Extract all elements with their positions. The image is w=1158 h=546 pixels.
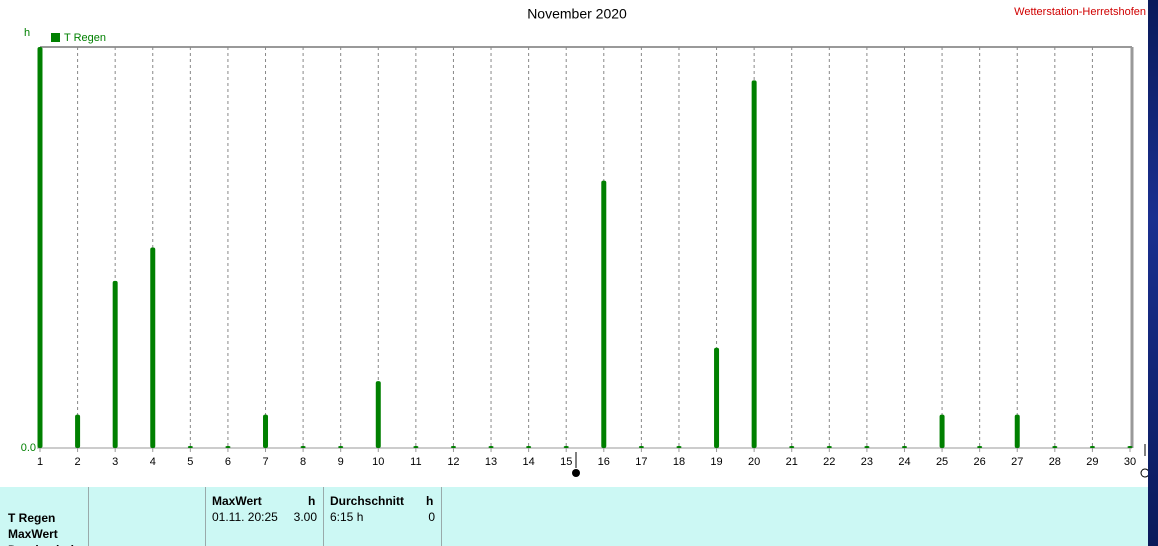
bar [826,446,832,448]
x-tick-label: 2 [75,456,81,468]
x-tick-label: 9 [338,456,344,468]
x-tick-label: 17 [635,456,647,468]
column-unit: h [308,494,316,508]
cell-text: 6:15 h [330,510,364,524]
bar [1127,446,1133,448]
x-tick-label: 11 [410,456,421,468]
bar [563,446,569,448]
bar [714,347,720,448]
bar [601,180,607,448]
source: Wetterstation-Herretshofen [1014,6,1146,18]
x-tick-label: 12 [447,456,459,468]
x-tick-label: 15 [560,456,572,468]
bar [263,414,269,448]
y-tick-label: 0.0 [21,442,36,454]
bar [450,446,456,448]
bar [751,80,757,449]
bar [1089,446,1095,448]
bar [789,446,795,448]
bar [300,446,306,448]
x-tick-label: 23 [861,456,873,468]
cell-value: 0 [428,510,435,524]
x-tick-label: 6 [225,456,231,468]
column-divider [323,487,324,546]
row-label: T Regen [8,511,56,525]
x-tick-label: 26 [974,456,986,468]
row-label: MaxWert [8,527,58,541]
x-tick-label: 18 [673,456,685,468]
column-header: MaxWert [212,494,262,508]
x-tick-label: 22 [823,456,835,468]
y-unit: h [24,27,30,39]
window-edge [1148,0,1158,546]
bar [112,280,118,448]
x-tick-label: 8 [300,456,306,468]
x-tick-label: 10 [372,456,384,468]
cursor-marker [572,469,580,477]
summary-panel: T Regen MaxWert Durchschnitt MaxWert h 01.11.… [0,487,1148,546]
column-unit: h [426,494,434,508]
x-tick-label: 16 [598,456,610,468]
bar [939,414,945,448]
row-label: Durchschnitt [8,543,82,546]
bar [225,446,231,448]
chart: November 2020 Wetterstation-Herretshofen… [21,6,1148,478]
bar [676,446,682,448]
chart-title: November 2020 [527,6,627,22]
x-tick-label: 7 [262,456,268,468]
bar [413,446,419,448]
x-tick-label: 20 [748,456,760,468]
column-header: Durchschnitt [330,494,405,508]
x-tick-label: 21 [786,456,798,468]
x-tick-label: 24 [898,456,910,468]
x-tick-label: 3 [112,456,118,468]
cursor-marker [1140,468,1148,478]
bar [1014,414,1020,448]
x-tick-label: 14 [522,456,534,468]
bar [1052,446,1058,448]
bar [901,446,907,448]
bar [977,446,983,448]
bar [638,446,644,448]
column-divider [88,487,89,546]
cell-value: 3.00 [293,510,317,524]
legend-label: T Regen [64,32,106,44]
x-tick-label: 1 [37,456,43,468]
bar [864,446,870,448]
x-tick-label: 29 [1086,456,1098,468]
legend-swatch [51,33,60,42]
x-tick-label: 13 [485,456,497,468]
x-tick-label: 19 [710,456,722,468]
x-tick-label: 4 [150,456,156,468]
bar [75,414,81,448]
x-tick-label: 30 [1124,456,1136,468]
x-tick-label: 5 [187,456,193,468]
x-tick-label: 28 [1049,456,1061,468]
bar [338,446,344,448]
bar [526,446,532,448]
bar [150,247,156,448]
x-tick-label: 27 [1011,456,1023,468]
bar [37,47,43,448]
x-tick-label: 25 [936,456,948,468]
column-divider [441,487,442,546]
bar [488,446,494,448]
cell-text: 01.11. 20:25 [212,510,278,524]
bar [187,446,193,448]
column-divider [205,487,206,546]
bar [375,381,381,448]
